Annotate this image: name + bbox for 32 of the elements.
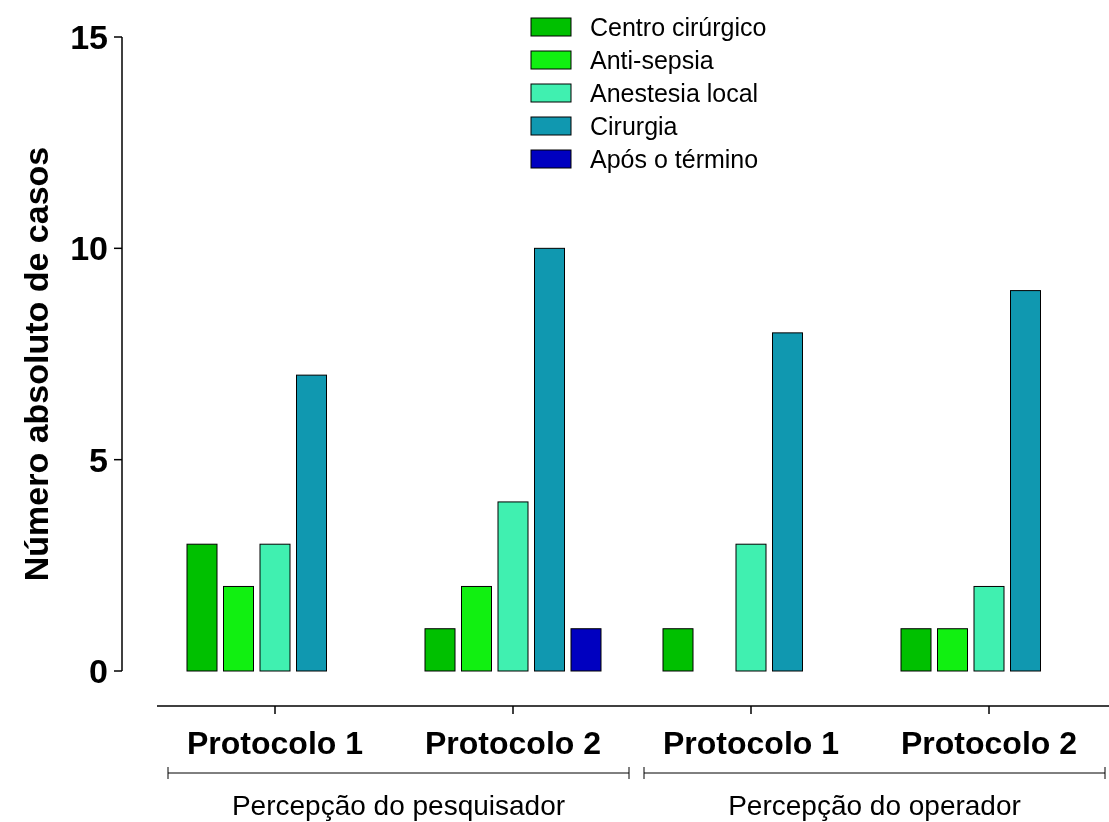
bar xyxy=(223,585,254,672)
bar xyxy=(570,628,602,672)
bar xyxy=(937,628,968,672)
legend-label: Cirurgia xyxy=(590,111,678,140)
bar xyxy=(186,543,218,672)
bar xyxy=(497,501,529,672)
bar xyxy=(772,332,803,672)
x-tick-label: Protocolo 2 xyxy=(900,725,1078,761)
y-tick-label: 5 xyxy=(89,440,108,479)
text: Percepção do pesquisador xyxy=(231,790,566,821)
bar xyxy=(534,247,565,672)
text: Percepção do operador xyxy=(728,790,1021,821)
bar xyxy=(900,628,932,672)
y-axis-title: Número absoluto de casos xyxy=(17,146,55,582)
x-tick-label: Protocolo 2 xyxy=(424,725,602,761)
legend-label: Após o término xyxy=(590,144,759,173)
bar xyxy=(259,543,291,672)
legend-label: Anestesia local xyxy=(590,78,759,107)
bar xyxy=(461,585,492,672)
y-tick-label: 10 xyxy=(70,229,108,268)
bar xyxy=(662,628,694,672)
x-tick-label: Protocolo 1 xyxy=(662,725,840,761)
legend-label: Centro cirúrgico xyxy=(590,12,767,41)
bar xyxy=(296,374,327,672)
bar xyxy=(424,628,456,672)
bar xyxy=(1010,290,1041,672)
legend-label: Anti-sepsia xyxy=(590,45,714,74)
y-tick-label: 15 xyxy=(70,17,108,56)
x-tick-label: Protocolo 1 xyxy=(186,725,364,761)
y-tick-label: 0 xyxy=(89,651,108,690)
bar xyxy=(973,585,1005,672)
bar xyxy=(735,543,767,672)
